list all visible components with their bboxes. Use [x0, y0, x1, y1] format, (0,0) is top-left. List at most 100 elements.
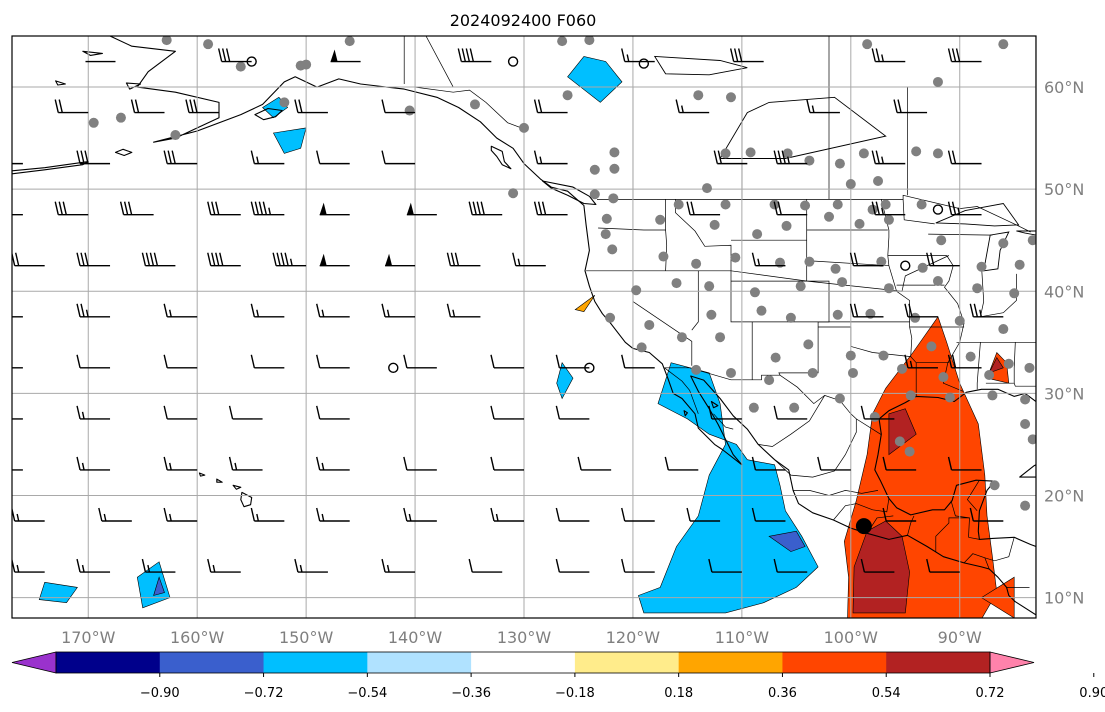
barb-feather: [751, 507, 757, 522]
station-marker: [601, 213, 612, 224]
barb-half-feather: [811, 105, 815, 113]
barb-feather: [713, 150, 719, 164]
wind-barb: [12, 469, 23, 471]
station-marker: [803, 339, 814, 350]
barb-feather: [171, 150, 176, 164]
station-marker: [203, 39, 214, 50]
wind-barb: [406, 202, 437, 216]
field-region: [768, 530, 806, 552]
barb-half-feather: [881, 54, 884, 62]
barb-feather: [773, 405, 778, 420]
wind-barb: [319, 202, 350, 216]
calm-wind-circle: [507, 56, 519, 67]
wind-barb: [163, 507, 198, 522]
station-marker: [584, 36, 595, 46]
wind-barb: [751, 507, 786, 522]
barb-feather: [258, 201, 264, 215]
barb-feather: [533, 201, 539, 215]
barb-feather: [76, 354, 81, 368]
colorbar-swatch: [471, 652, 576, 673]
station-marker: [279, 97, 290, 108]
barb-feather: [969, 507, 975, 522]
wind-barb: [512, 252, 546, 267]
station-marker: [706, 309, 717, 320]
latitude-label: 50°N: [1044, 180, 1084, 199]
wind-barb: [130, 99, 165, 114]
barb-flag: [385, 253, 393, 266]
wind-barb: [381, 303, 416, 318]
barb-feather: [225, 48, 231, 62]
station-marker: [720, 199, 731, 210]
colorbar-swatch: [574, 652, 680, 673]
barb-feather: [465, 48, 471, 62]
wind-barb: [882, 456, 917, 471]
station-marker: [1020, 394, 1031, 405]
station-marker: [883, 214, 894, 225]
wind-barb: [533, 150, 568, 165]
wind-barb: [207, 201, 241, 216]
wind-barb: [947, 150, 982, 165]
barb-feather: [621, 558, 626, 573]
barb-feather: [717, 150, 723, 164]
barb-feather: [480, 201, 485, 215]
longitude-label: 100°W: [824, 628, 879, 647]
barb-feather: [969, 303, 975, 317]
station-marker: [858, 148, 869, 159]
wind-barb: [533, 99, 568, 114]
barb-feather: [130, 99, 136, 113]
wind-barb: [163, 405, 198, 420]
colorbar-tick-label: 0.72: [976, 686, 1005, 701]
station-marker: [807, 367, 818, 378]
wind-barb: [969, 507, 1004, 522]
station-marker: [1027, 235, 1036, 246]
station-marker: [557, 36, 568, 47]
barb-half-feather: [212, 564, 216, 573]
station-marker: [636, 342, 647, 353]
barb-feather: [951, 150, 957, 164]
barb-feather: [708, 405, 713, 420]
barb-feather: [729, 48, 735, 62]
barb-feather: [871, 48, 876, 62]
colorbar-tick-label: −0.90: [140, 686, 180, 701]
barb-feather: [708, 558, 713, 573]
barb-feather: [908, 303, 913, 317]
barb-feather: [853, 303, 859, 317]
station-marker: [562, 90, 573, 101]
barb-feather: [947, 354, 953, 368]
station-marker: [795, 281, 806, 292]
barb-feather: [163, 507, 168, 522]
barb-half-feather: [103, 513, 107, 522]
barb-half-feather: [85, 309, 89, 317]
barb-half-feather: [957, 207, 961, 215]
wind-barb: [163, 150, 198, 165]
barb-feather: [490, 354, 495, 368]
station-marker: [404, 105, 415, 116]
station-marker: [589, 164, 600, 175]
station-marker: [998, 39, 1009, 50]
barb-feather: [461, 48, 467, 62]
colorbar-swatch: [56, 652, 161, 673]
barb-half-feather: [268, 207, 272, 215]
barb-feather: [84, 252, 89, 266]
wind-barb: [98, 507, 132, 522]
political-border: [793, 490, 879, 496]
barb-feather: [926, 558, 931, 573]
barb-feather: [621, 48, 626, 62]
barb-flag: [406, 202, 414, 215]
station-marker: [998, 238, 1009, 249]
barb-feather: [476, 201, 481, 215]
coastline: [125, 82, 142, 90]
barb-feather: [926, 252, 931, 266]
station-marker: [745, 147, 756, 158]
station-marker: [832, 309, 843, 320]
wind-barb: [228, 405, 263, 420]
wind-barb: [621, 507, 655, 522]
barb-feather: [555, 405, 561, 420]
colorbar-tick-label: 0.54: [872, 686, 901, 701]
barb-half-feather: [909, 360, 913, 368]
barb-feather: [250, 201, 256, 215]
wind-barb: [849, 303, 884, 318]
wind-barb: [76, 303, 111, 318]
barb-feather: [316, 507, 321, 522]
wind-barb: [207, 558, 241, 573]
